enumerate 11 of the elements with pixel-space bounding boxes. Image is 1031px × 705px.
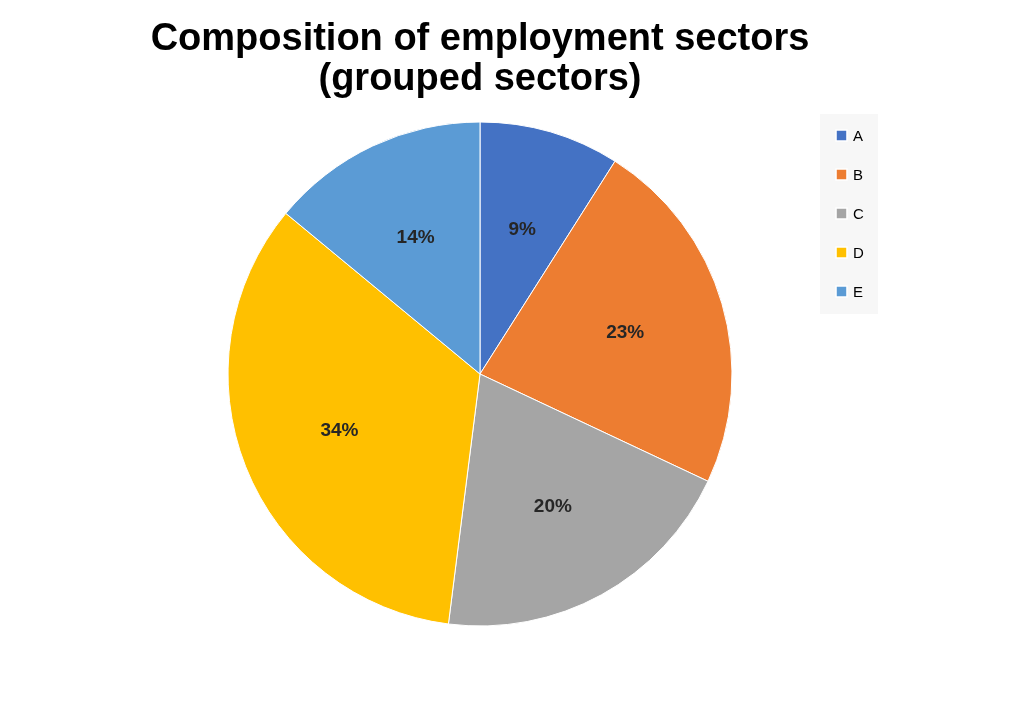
data-label: 34% — [320, 418, 359, 440]
data-label: 23% — [606, 320, 645, 342]
data-label: 20% — [533, 495, 572, 517]
legend-label: B — [853, 165, 864, 183]
data-label: 9% — [508, 217, 537, 239]
text: Composition of employment sectors — [150, 16, 810, 58]
legend-label: A — [853, 126, 864, 144]
data-label: 14% — [396, 226, 435, 248]
legend-label: D — [853, 243, 864, 261]
legend-label: E — [853, 282, 864, 300]
legend-label: C — [853, 204, 864, 222]
